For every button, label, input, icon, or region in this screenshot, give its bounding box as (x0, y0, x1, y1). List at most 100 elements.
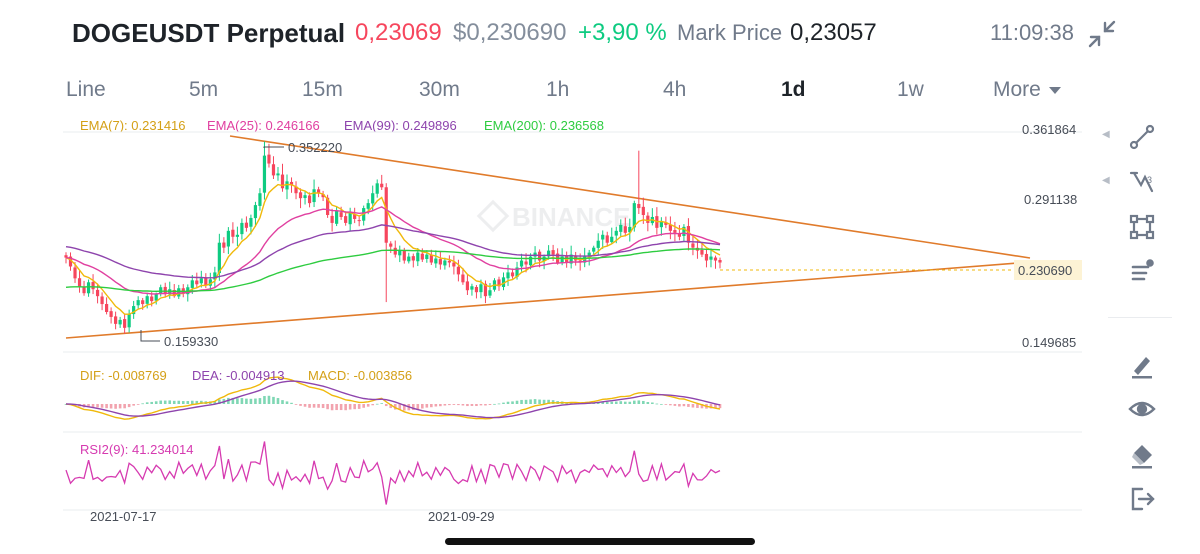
brush-icon[interactable] (1128, 351, 1156, 379)
macd-bar (421, 404, 424, 409)
low-annotation: 0.159330 (164, 334, 218, 349)
macd-bar (402, 404, 406, 411)
macd-bar (515, 400, 519, 404)
macd-bar (714, 404, 717, 409)
macd-bar (466, 404, 469, 407)
macd-bar (123, 404, 126, 409)
candle-body (700, 249, 704, 255)
candle-body (109, 311, 113, 317)
fibonacci-icon[interactable]: 3 (1128, 167, 1156, 195)
candle-body (425, 254, 429, 260)
macd-bar (538, 399, 541, 404)
legend-ema200: EMA(200): 0.236568 (484, 118, 604, 133)
candle-body (114, 316, 118, 324)
tab-15m[interactable]: 15m (302, 78, 343, 101)
tab-more[interactable]: More (993, 78, 1061, 102)
candle-body (86, 282, 91, 294)
upper-trendline[interactable] (229, 135, 1031, 259)
candle-body (145, 296, 149, 304)
candle-body (677, 233, 682, 237)
rsi-line (65, 441, 721, 505)
macd-bar (439, 404, 442, 407)
eye-icon[interactable] (1128, 395, 1156, 423)
macd-bar (321, 404, 325, 409)
parallel-lines-icon[interactable] (1128, 257, 1156, 285)
caret-left-icon: ◀ (1102, 129, 1110, 140)
macd-value-label: MACD: -0.003856 (308, 368, 413, 383)
price-chart[interactable]: BINANCE 0.230690 0.361864 0.291138 0.149… (0, 0, 1108, 535)
macd-bar (190, 400, 194, 404)
candle-body (132, 306, 136, 315)
candle-body (285, 181, 289, 190)
macd-bar (132, 404, 135, 406)
macd-bar (416, 404, 420, 410)
macd-bar (276, 398, 280, 404)
candle-body (610, 236, 614, 243)
tab-30m[interactable]: 30m (419, 78, 460, 101)
macd-bar (646, 402, 650, 404)
candle-body (519, 260, 524, 267)
low-marker-line (140, 330, 160, 342)
macd-bar (312, 404, 316, 408)
ema7-line (65, 183, 721, 315)
macd-bar (547, 399, 550, 404)
exit-icon[interactable] (1128, 485, 1156, 513)
legend-ema25: EMA(25): 0.246166 (207, 118, 320, 133)
current-price-label: 0.230690 (1018, 263, 1072, 278)
macd-bar (696, 404, 699, 408)
collapse-icon[interactable] (1088, 20, 1116, 48)
macd-bar (299, 404, 302, 406)
candle-body (470, 286, 474, 290)
macd-bar (308, 404, 311, 408)
tab-1d[interactable]: 1d (781, 78, 806, 101)
macd-bar (267, 395, 271, 404)
toolbar-divider (1108, 317, 1172, 318)
macd-bar (633, 400, 636, 404)
candle-body (298, 192, 303, 199)
macd-bar (245, 398, 248, 404)
tab-1h[interactable]: 1h (546, 78, 570, 101)
interval-tabs: Line 5m 15m 30m 1h 4h 1d 1w More (0, 72, 1200, 108)
macd-bar (168, 400, 172, 404)
candle-body (271, 164, 276, 176)
macd-bar (488, 404, 492, 405)
macd-bar (628, 401, 632, 404)
macd-bar (430, 404, 433, 408)
candle-body (195, 280, 199, 285)
macd-bar (109, 404, 113, 409)
macd-bar (520, 399, 523, 404)
macd-bar (529, 399, 532, 404)
tab-4h[interactable]: 4h (663, 78, 687, 101)
candle-body (389, 243, 393, 247)
tab-line[interactable]: Line (66, 78, 106, 101)
date-label: 2021-07-17 (90, 509, 157, 524)
candle-body (456, 266, 460, 275)
macd-dea-label: DEA: -0.004913 (192, 368, 285, 383)
macd-bar (605, 401, 609, 404)
tab-1w[interactable]: 1w (897, 78, 924, 101)
price-axis-label: 0.361864 (1022, 122, 1076, 137)
candle-body (447, 260, 451, 263)
symbol-title[interactable]: DOGEUSDT Perpetual (72, 18, 346, 48)
rectangle-icon[interactable] (1128, 213, 1156, 241)
macd-dif-line (65, 376, 721, 420)
lower-trendline[interactable] (65, 261, 1031, 339)
candle-body (691, 243, 695, 248)
candle-body (416, 252, 420, 262)
tab-5m[interactable]: 5m (189, 78, 219, 101)
legend-ema99: EMA(99): 0.249896 (344, 118, 457, 133)
macd-bar (623, 401, 627, 404)
candle-body (280, 174, 285, 189)
macd-bar (100, 404, 104, 408)
macd-bar (443, 404, 447, 406)
macd-bar (425, 404, 429, 408)
candle-body (709, 256, 713, 260)
candle-body (240, 222, 244, 235)
candle-body (443, 260, 447, 266)
trendline-icon[interactable] (1128, 123, 1156, 151)
macd-bar (479, 404, 483, 406)
home-indicator (445, 538, 755, 545)
eraser-icon[interactable] (1128, 441, 1156, 469)
macd-bar (127, 404, 131, 408)
macd-bar (542, 399, 546, 404)
